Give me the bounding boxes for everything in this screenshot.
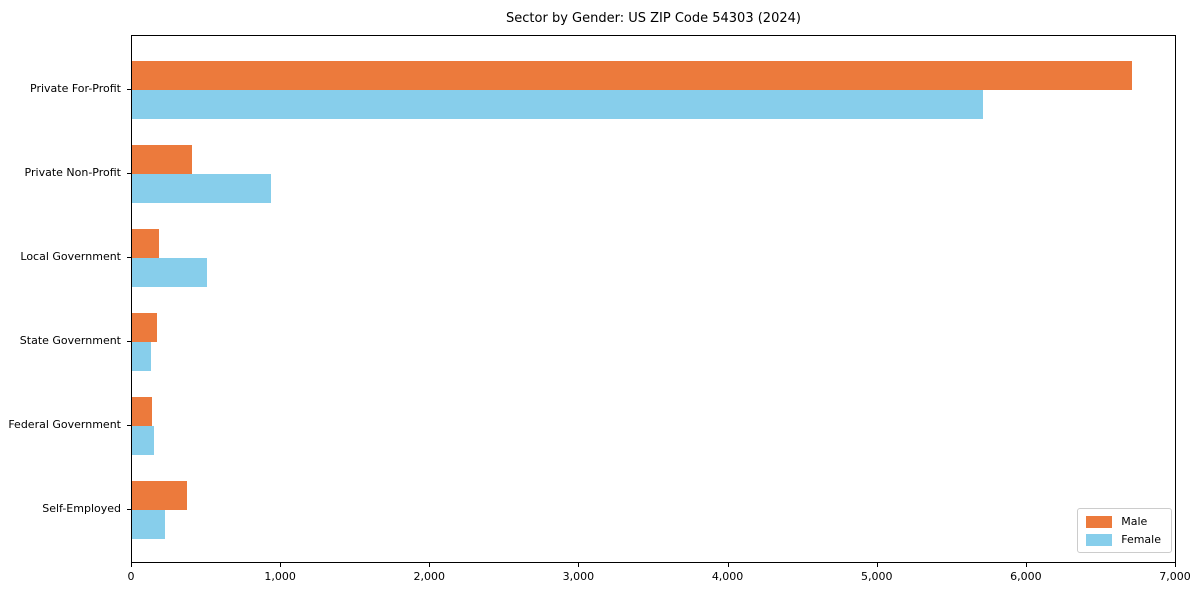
- bar-female-3: [132, 342, 152, 371]
- y-tick-label: Local Government: [20, 250, 121, 263]
- bar-male-5: [132, 481, 188, 510]
- legend-label-male: Male: [1121, 515, 1148, 528]
- y-tick-label: Private For-Profit: [30, 82, 121, 95]
- bar-male-0: [132, 61, 1132, 90]
- bar-male-4: [132, 397, 153, 426]
- x-tick-label: 0: [127, 570, 135, 583]
- bar-male-2: [132, 229, 159, 258]
- x-tick-mark: [280, 563, 282, 567]
- x-tick-mark: [131, 563, 132, 567]
- bar-female-1: [132, 174, 271, 203]
- legend-swatch-female: [1086, 533, 1113, 546]
- x-tick-mark: [1175, 563, 1176, 567]
- x-tick-mark: [578, 563, 580, 567]
- x-tick-label: 2,000: [413, 570, 446, 583]
- legend: Male Female: [1077, 508, 1172, 553]
- x-tick-label: 7,000: [1159, 570, 1191, 583]
- plot-area: [131, 35, 1176, 563]
- y-tick-mark: [127, 425, 131, 426]
- legend-row-male: Male: [1086, 515, 1161, 528]
- x-tick-mark: [429, 563, 431, 567]
- y-tick-mark: [127, 257, 131, 258]
- x-tick-mark: [727, 563, 729, 567]
- bar-female-4: [132, 426, 154, 455]
- x-tick-label: 3,000: [562, 570, 595, 583]
- x-tick-label: 6,000: [1010, 570, 1042, 583]
- legend-row-female: Female: [1086, 533, 1161, 546]
- legend-label-female: Female: [1121, 533, 1161, 546]
- y-tick-label: Federal Government: [8, 418, 121, 431]
- bar-female-2: [132, 258, 208, 287]
- x-tick-label: 4,000: [711, 570, 744, 583]
- x-tick-label: 1,000: [264, 570, 296, 583]
- x-tick-label: 5,000: [860, 570, 893, 583]
- y-tick-label: State Government: [19, 334, 121, 347]
- bar-female-5: [132, 510, 165, 539]
- bar-male-3: [132, 313, 158, 342]
- y-tick-mark: [127, 89, 131, 90]
- legend-swatch-male: [1086, 515, 1113, 528]
- y-tick-mark: [127, 173, 131, 174]
- bar-female-0: [132, 90, 983, 119]
- y-tick-label: Private Non-Profit: [24, 166, 121, 179]
- y-tick-mark: [127, 341, 131, 342]
- x-tick-mark: [1025, 563, 1027, 567]
- bar-male-1: [132, 145, 192, 174]
- x-tick-mark: [876, 563, 878, 567]
- y-tick-label: Self-Employed: [42, 502, 121, 515]
- y-tick-mark: [127, 509, 131, 510]
- chart-title: Sector by Gender: US ZIP Code 54303 (202…: [506, 11, 801, 26]
